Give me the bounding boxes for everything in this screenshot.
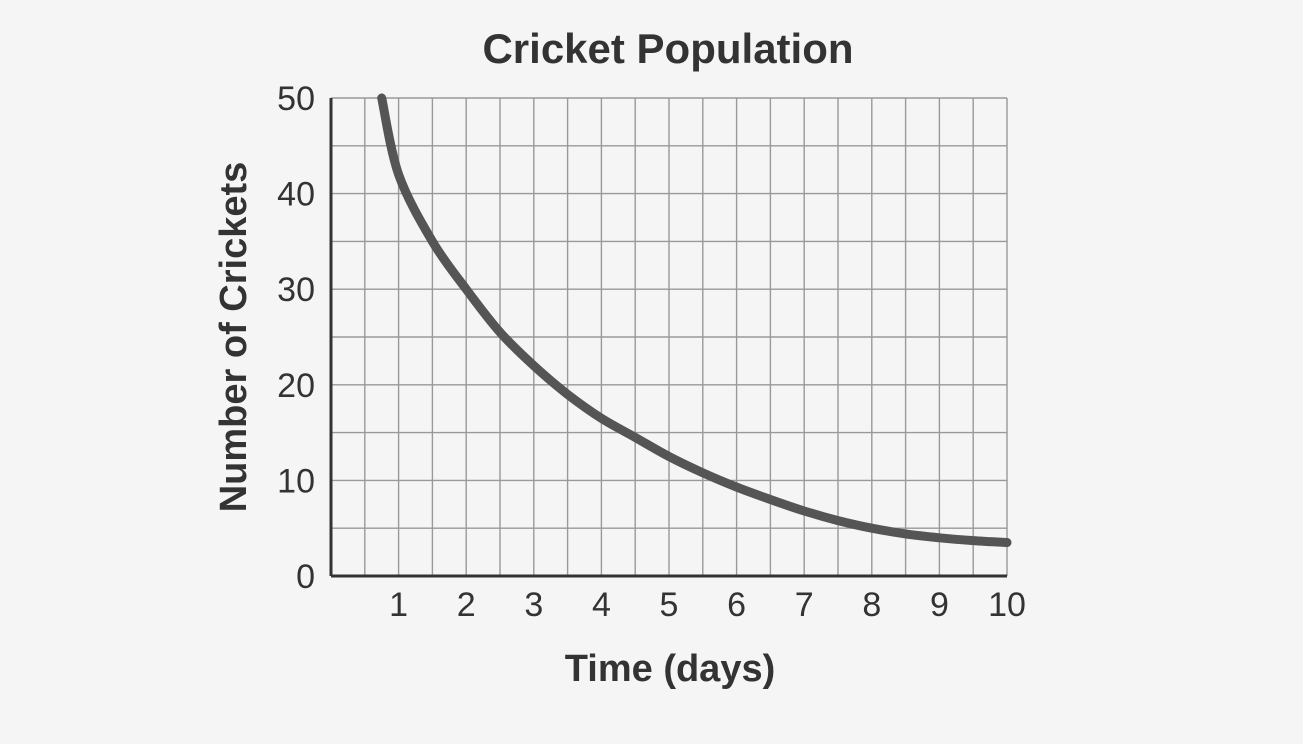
axes (329, 98, 1007, 578)
x-tick-label: 4 (592, 586, 611, 624)
tick-labels: 1 2 3 4 5 6 7 8 9 10 0 10 20 30 40 50 (277, 80, 1026, 624)
grid (331, 97, 1008, 576)
x-axis-label: Time (days) (565, 648, 775, 690)
y-tick-label: 10 (277, 462, 315, 500)
chart-title: Cricket Population (482, 25, 853, 72)
x-tick-label: 2 (457, 586, 476, 624)
y-tick-label: 20 (277, 367, 315, 405)
x-tick-label: 8 (862, 586, 881, 624)
x-tick-label: 10 (988, 586, 1026, 624)
x-tick-label: 1 (389, 586, 408, 624)
series (377, 93, 1012, 547)
y-tick-label: 0 (296, 558, 315, 596)
y-tick-label: 30 (277, 271, 315, 309)
x-tick-label: 5 (660, 586, 679, 624)
x-tick-label: 6 (727, 586, 746, 624)
x-tick-label: 7 (795, 586, 814, 624)
y-tick-label: 40 (277, 176, 315, 214)
series-line-0 (377, 93, 1012, 547)
x-tick-label: 3 (524, 586, 543, 624)
y-tick-label: 50 (277, 80, 315, 118)
y-axis-label: Number of Crickets (213, 162, 255, 513)
x-tick-label: 9 (930, 586, 949, 624)
